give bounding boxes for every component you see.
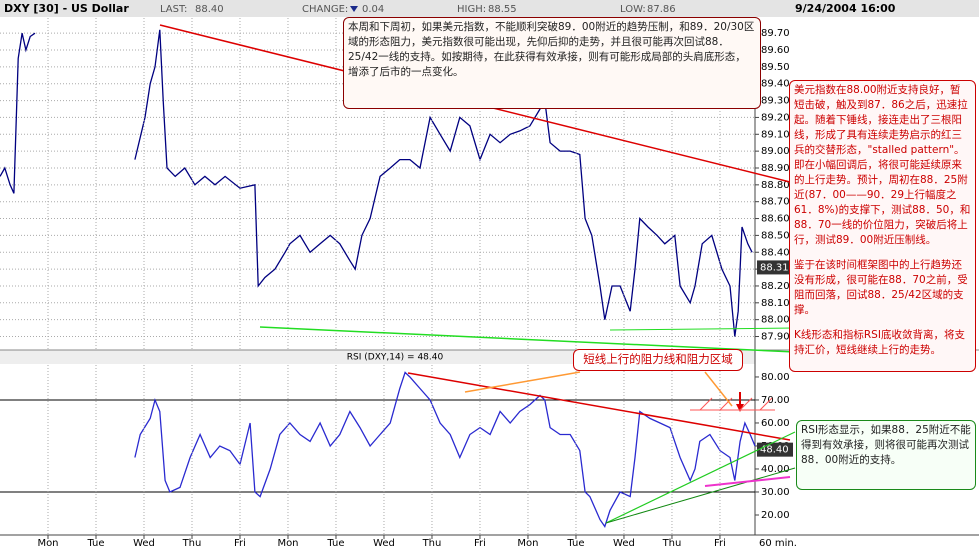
series-line — [0, 29, 753, 337]
y-tick-label: 88.60 — [761, 214, 790, 225]
x-tick-label: Fri — [714, 538, 726, 549]
annotation: 短线上行的阻力线和阻力区域 — [573, 349, 743, 371]
y-tick-label: 40.00 — [761, 464, 790, 475]
x-tick-label: Mon — [277, 538, 298, 549]
x-tick-label: Thu — [422, 538, 442, 549]
y-tick-label: 89.60 — [761, 45, 790, 56]
annotation-text: 本周和下周初，如果美元指数，不能顺利突破89．00附近的趋势压制，和89．20/… — [348, 21, 755, 78]
y-tick-label: 88.40 — [761, 247, 790, 258]
y-tick-label: 89.30 — [761, 96, 790, 107]
low-label: LOW: — [620, 4, 646, 15]
annotation: 本周和下周初，如果美元指数，不能顺利突破89．00附近的趋势压制，和89．20/… — [343, 17, 761, 109]
y-tick-label: 60.00 — [761, 418, 790, 429]
x-tick-label: Wed — [613, 538, 635, 549]
x-tick-label: Wed — [133, 538, 155, 549]
annotation-text: K线形态和指标RSI底收敛背离，将支持汇价，短线继续上行的走势。 — [794, 329, 965, 356]
last-marker-label: 88.31 — [760, 262, 789, 273]
y-tick-label: 88.90 — [761, 163, 790, 174]
last-label: LAST: — [160, 4, 187, 15]
x-tick-label: Fri — [234, 538, 246, 549]
y-tick-label: 88.00 — [761, 315, 790, 326]
y-tick-label: 20.00 — [761, 510, 790, 521]
x-tick-label: Thu — [182, 538, 202, 549]
x-tick-label: Mon — [37, 538, 58, 549]
x-tick-label: Thu — [662, 538, 682, 549]
trend-line — [605, 431, 796, 524]
drawings — [159, 24, 796, 524]
y-tick-label: 88.50 — [761, 230, 790, 241]
y-tick-label: 80.00 — [761, 372, 790, 383]
header-bar — [0, 0, 979, 17]
x-tick-label: Tue — [566, 538, 584, 549]
low: 87.86 — [647, 4, 676, 15]
series-line — [134, 371, 756, 528]
change: 0.04 — [362, 4, 384, 15]
high: 88.55 — [488, 4, 517, 15]
y-tick-label: 87.90 — [761, 332, 790, 343]
x-tick-label: Wed — [373, 538, 395, 549]
marks: 87.9088.0088.1088.2088.3088.4088.5088.60… — [0, 18, 797, 549]
annotation-text: 鉴于在该时间框架图中的上行趋势还没有形成，很可能在88．70之前，受阻而回落，回… — [794, 259, 968, 316]
y-tick-label: 89.20 — [761, 112, 790, 123]
annotation: 美元指数在88.00附近支持良好，暂短击破，触及到87．86之后，迅速拉起。随着… — [789, 80, 976, 372]
x-tick-label: Fri — [474, 538, 486, 549]
y-tick-label: 88.10 — [761, 298, 790, 309]
y-tick-label: 70.00 — [761, 395, 790, 406]
symbol: DXY [30] - US Dollar — [4, 2, 129, 15]
trend-line — [704, 476, 791, 487]
y-tick-label: 89.50 — [761, 62, 790, 73]
y-tick-label: 89.70 — [761, 28, 790, 39]
annotation: RSI形态显示，如果88．25附近不能得到有效承接，则将很可能再次测试88．00… — [796, 420, 976, 490]
arrow — [464, 371, 581, 393]
annotation-text: RSI形态显示，如果88．25附近不能得到有效承接，则将很可能再次测试88．00… — [801, 424, 971, 466]
arrow — [704, 371, 733, 407]
trend-line — [609, 327, 796, 331]
x-tick-label: Tue — [326, 538, 344, 549]
interval-label: 60 min. — [759, 538, 797, 549]
annotation-text: 短线上行的阻力线和阻力区域 — [583, 352, 733, 366]
high-label: HIGH: — [457, 4, 486, 15]
last-marker — [757, 260, 793, 275]
trend-line — [259, 326, 796, 353]
change-label: CHANGE: — [302, 4, 348, 15]
y-tick-label: 89.00 — [761, 146, 790, 157]
trend-line — [605, 467, 796, 524]
hatch — [699, 397, 773, 411]
rsi-title: RSI (DXY,14) = 48.40 — [347, 353, 444, 363]
rsi-title-bar — [0, 350, 755, 364]
last-marker-label: 48.40 — [760, 445, 789, 456]
y-tick-label: 89.10 — [761, 129, 790, 140]
last: 88.40 — [195, 4, 224, 15]
annotation-text: 美元指数在88.00附近支持良好，暂短击破，触及到87．86之后，迅速拉起。随着… — [794, 84, 971, 246]
down-arrow — [350, 6, 358, 12]
datetime: 9/24/2004 16:00 — [795, 2, 896, 15]
y-tick-label: 30.00 — [761, 487, 790, 498]
x-tick-label: Tue — [86, 538, 104, 549]
y-tick-label: 88.20 — [761, 281, 790, 292]
x-tick-label: Mon — [517, 538, 538, 549]
y-tick-label: 89.40 — [761, 79, 790, 90]
y-tick-label: 88.70 — [761, 197, 790, 208]
arrow-head — [736, 404, 744, 412]
y-tick-label: 88.80 — [761, 180, 790, 191]
trend-line — [407, 372, 791, 441]
